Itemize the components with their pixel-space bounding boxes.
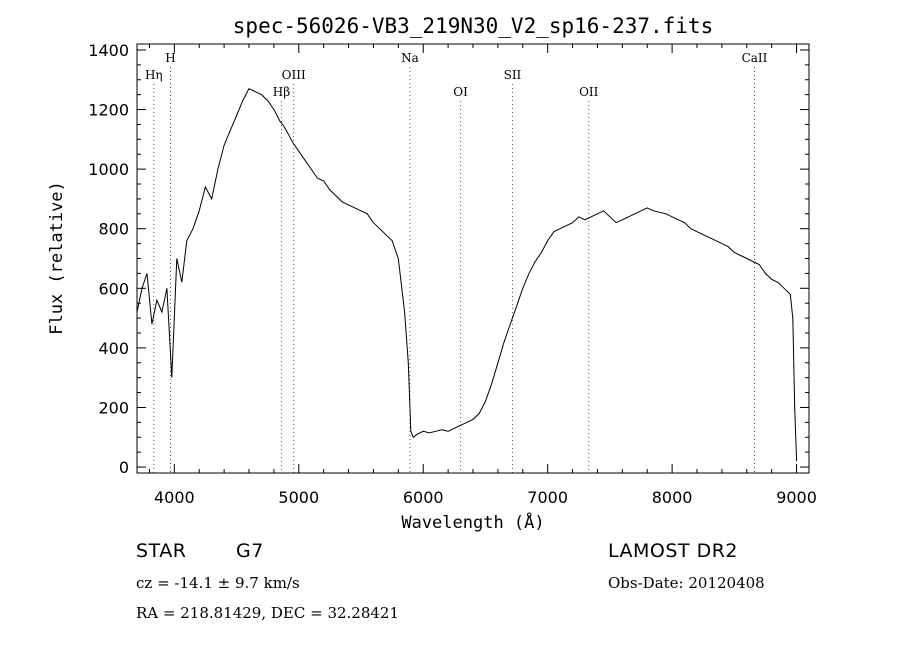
spectral-line-markers: HηH Hβ OIII Na OI SII OII CaII: [145, 51, 768, 473]
y-tick-label: 200: [98, 398, 129, 417]
spectral-line-label: Hη: [145, 68, 163, 82]
chart-title: spec-56026-VB3_219N30_V2_sp16-237.fits: [233, 14, 713, 38]
redshift-text: cz = -14.1 ± 9.7 km/s: [136, 574, 300, 592]
plot-frame: [136, 43, 810, 474]
spectral-line-label: CaII: [742, 51, 768, 65]
x-axis-ticks: 4000 5000 6000 7000 8000 9000: [148, 44, 817, 507]
spectral-line-label: H: [165, 51, 175, 65]
survey-name: LAMOST DR2: [608, 540, 738, 562]
obs-date-text: Obs-Date: 20120408: [608, 574, 765, 592]
x-tick-label: 5000: [278, 488, 319, 507]
spectral-line-label: Na: [401, 51, 419, 65]
y-tick-label: 1200: [88, 101, 129, 120]
x-tick-label: 4000: [154, 488, 195, 507]
coordinates-text: RA = 218.81429, DEC = 32.28421: [136, 604, 400, 622]
y-tick-label: 1400: [88, 41, 129, 60]
object-subclass: G7: [236, 540, 264, 562]
spectral-line-label: OI: [453, 85, 468, 99]
x-tick-label: 9000: [776, 488, 817, 507]
x-axis-label: Wavelength (Å): [401, 511, 544, 533]
y-axis-ticks: 0 200 400 600 800 1000 1200 1400: [88, 41, 809, 477]
object-class: STAR: [136, 540, 187, 562]
spectral-line-label: SII: [504, 68, 522, 82]
y-tick-label: 400: [98, 339, 129, 358]
x-tick-label: 6000: [403, 488, 444, 507]
x-tick-label: 7000: [527, 488, 568, 507]
spectral-line-label: OII: [579, 85, 599, 99]
y-tick-label: 0: [119, 458, 129, 477]
spectrum-line: [136, 88, 798, 462]
spectral-line-label: Hβ: [273, 85, 290, 99]
spectrum-chart: spec-56026-VB3_219N30_V2_sp16-237.fits H…: [47, 14, 817, 533]
y-tick-label: 800: [98, 220, 129, 239]
y-axis-label: Flux (relative): [47, 181, 67, 335]
y-tick-label: 600: [98, 279, 129, 298]
spectral-line-label: OIII: [282, 68, 306, 82]
y-tick-label: 1000: [88, 160, 129, 179]
x-tick-label: 8000: [652, 488, 693, 507]
